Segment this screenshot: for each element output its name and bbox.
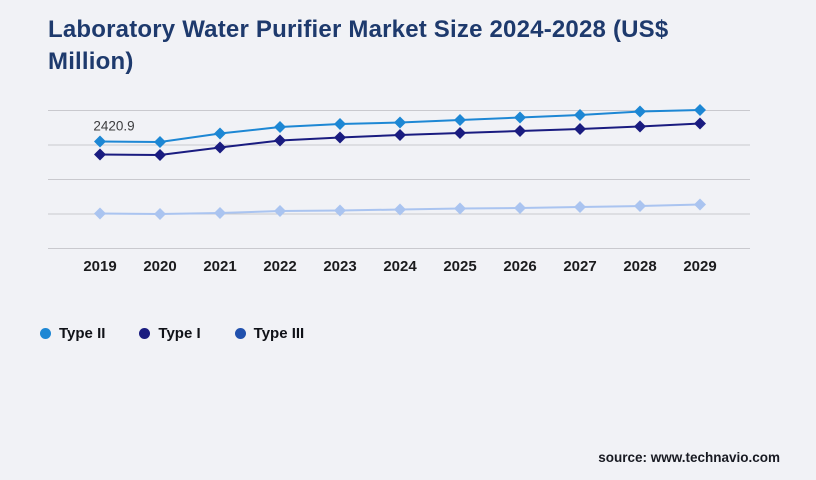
x-tick-label: 2019 — [83, 258, 116, 275]
legend-marker-icon — [40, 328, 51, 339]
data-point-marker — [154, 208, 166, 221]
legend-marker-icon — [234, 328, 246, 339]
legend-item-type-i: Type I — [139, 325, 201, 342]
data-point-marker — [574, 123, 586, 136]
data-point-marker — [394, 129, 406, 142]
x-tick-label: 2021 — [203, 258, 236, 275]
data-point-marker — [274, 121, 286, 134]
data-point-marker — [214, 207, 226, 220]
data-point-marker — [214, 127, 226, 140]
data-point-marker — [94, 135, 106, 148]
data-point-marker — [634, 200, 646, 213]
data-point-marker — [274, 134, 286, 147]
chart-legend: Type II Type I Type III — [40, 325, 304, 342]
data-point-marker — [694, 117, 706, 130]
series-type-i — [94, 117, 706, 162]
x-tick-label: 2027 — [563, 258, 596, 275]
data-point-marker — [154, 149, 166, 162]
data-point-marker — [574, 201, 586, 214]
data-point-marker — [514, 125, 526, 138]
legend-label: Type II — [59, 325, 106, 342]
data-point-marker — [94, 207, 106, 220]
legend-label: Type III — [253, 325, 305, 342]
data-point-marker — [394, 203, 406, 216]
data-point-marker — [574, 109, 586, 122]
data-point-marker — [214, 141, 226, 154]
x-tick-label: 2022 — [263, 258, 296, 275]
data-label: 2420.9 — [93, 119, 134, 134]
data-point-marker — [454, 127, 466, 140]
data-point-marker — [694, 198, 706, 211]
data-point-marker — [514, 202, 526, 215]
x-tick-label: 2023 — [323, 258, 356, 275]
data-point-marker — [334, 204, 346, 217]
x-tick-label: 2020 — [143, 258, 176, 275]
series-type-iii — [94, 198, 706, 221]
legend-marker-icon — [139, 328, 151, 339]
legend-label: Type I — [158, 325, 201, 342]
legend-item-type-ii: Type II — [40, 325, 105, 342]
series-type-ii — [94, 104, 706, 149]
x-tick-label: 2024 — [383, 258, 417, 275]
data-point-marker — [94, 148, 106, 161]
data-point-marker — [694, 104, 706, 117]
data-point-marker — [334, 131, 346, 144]
data-point-marker — [274, 205, 286, 218]
data-point-marker — [634, 120, 646, 133]
x-tick-label: 2028 — [623, 258, 656, 275]
data-point-marker — [394, 116, 406, 129]
legend-item-type-iii: Type III — [234, 325, 305, 342]
data-point-marker — [454, 114, 466, 127]
chart-title: Laboratory Water Purifier Market Size 20… — [48, 16, 669, 75]
data-point-marker — [154, 136, 166, 149]
x-tick-label: 2025 — [443, 258, 476, 275]
data-point-marker — [634, 105, 646, 118]
data-point-marker — [334, 118, 346, 131]
data-point-marker — [514, 111, 526, 124]
x-axis-labels: 2019 2020 2021 2022 2023 2024 2025 2026 2027 2028… — [83, 258, 716, 275]
x-tick-label: 2026 — [503, 258, 536, 275]
data-point-marker — [454, 202, 466, 215]
x-tick-label: 2029 — [683, 258, 716, 275]
source-attribution: source: www.technavio.com — [598, 450, 780, 465]
